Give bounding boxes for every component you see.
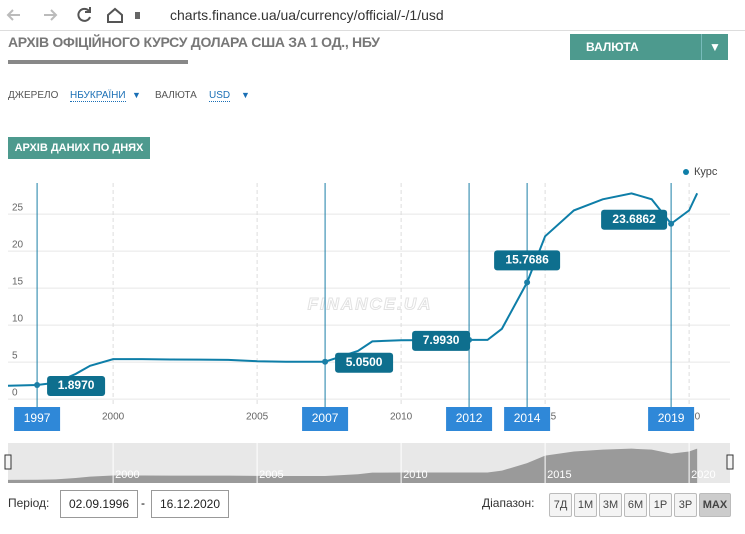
y-tick-label: 10 bbox=[12, 314, 24, 325]
currency-label: ВАЛЮТА bbox=[155, 90, 197, 101]
navigator-area bbox=[8, 448, 698, 483]
value-label-box bbox=[494, 250, 561, 271]
navigator-label: 2010 bbox=[403, 469, 427, 481]
data-point bbox=[668, 220, 675, 227]
flag bbox=[648, 407, 695, 431]
flag-label: 2019 bbox=[658, 411, 685, 425]
source-label: ДЖЕРЕЛО bbox=[8, 90, 59, 101]
value-label: 23.6862 bbox=[612, 212, 656, 226]
navigator-handle bbox=[726, 454, 734, 470]
currency-select[interactable]: USD bbox=[209, 90, 231, 102]
y-tick-label: 25 bbox=[12, 203, 24, 214]
tab[interactable]: АРХІВ ДАНИХ ПО ДНЯХ bbox=[8, 137, 150, 159]
x-tick-label: 2000 bbox=[102, 412, 125, 423]
date-from[interactable]: 02.09.1996 bbox=[60, 490, 138, 518]
date-to[interactable]: 16.12.2020 bbox=[151, 490, 229, 518]
range-button[interactable]: 7Д bbox=[549, 493, 572, 517]
series-line bbox=[7, 192, 699, 387]
legend-label: Курс bbox=[694, 166, 718, 178]
value-label: 5.0500 bbox=[346, 355, 383, 369]
url[interactable]: charts.finance.ua/ua/currency/official/-… bbox=[170, 7, 444, 23]
y-tick-label: 0 bbox=[12, 388, 18, 399]
data-point bbox=[524, 279, 531, 286]
flag-label: 2012 bbox=[456, 411, 483, 425]
navigator-label: 2005 bbox=[259, 469, 283, 481]
value-label-box bbox=[47, 376, 106, 397]
nav-icons bbox=[6, 7, 141, 23]
flag bbox=[302, 407, 349, 431]
range-button[interactable]: MAX bbox=[699, 493, 731, 517]
flag-label: 1997 bbox=[24, 411, 51, 425]
x-tick-label: 2005 bbox=[246, 412, 269, 423]
flag bbox=[14, 407, 61, 431]
value-label-box bbox=[412, 330, 471, 351]
currency-button[interactable]: ВАЛЮТА ▼ bbox=[570, 34, 728, 60]
navigator-label: 2015 bbox=[547, 469, 571, 481]
dash: - bbox=[141, 496, 145, 510]
dropdown-arrow: ▼ bbox=[132, 90, 141, 100]
legend-marker bbox=[683, 169, 689, 175]
value-label: 7.9930 bbox=[423, 333, 460, 347]
legend: Курс bbox=[683, 166, 718, 178]
source-select[interactable]: НБУКРАЇНИ bbox=[70, 90, 126, 102]
value-label-box bbox=[601, 209, 668, 230]
page-title: АРХІВ ОФІЦІЙНОГО КУРСУ ДОЛАРА США ЗА 1 О… bbox=[8, 34, 380, 50]
watermark: FINANCE.UA bbox=[308, 294, 433, 313]
button-label: ВАЛЮТА bbox=[586, 40, 639, 54]
flag-label: 2007 bbox=[312, 411, 339, 425]
range-label: Діапазон: bbox=[482, 496, 535, 510]
navigator-label: 2020 bbox=[691, 469, 715, 481]
range-button[interactable]: 1М bbox=[574, 493, 597, 517]
dropdown-arrow: ▼ bbox=[241, 90, 250, 100]
browser-bar: charts.finance.ua/ua/currency/official/-… bbox=[0, 0, 745, 31]
period-label: Період: bbox=[8, 496, 50, 510]
y-tick-label: 20 bbox=[12, 240, 24, 251]
navigator-handle bbox=[4, 454, 12, 470]
x-tick-label: 2010 bbox=[390, 412, 413, 423]
flag bbox=[504, 407, 551, 431]
flag bbox=[446, 407, 493, 431]
y-tick-label: 5 bbox=[12, 351, 18, 362]
title-underline bbox=[8, 60, 188, 64]
range-button[interactable]: 3Р bbox=[674, 493, 697, 517]
y-tick-label: 15 bbox=[12, 277, 24, 288]
value-label: 15.7686 bbox=[505, 253, 549, 267]
value-label-box bbox=[335, 352, 394, 373]
range-button[interactable]: 6М bbox=[624, 493, 647, 517]
data-point bbox=[322, 358, 329, 365]
value-label: 1.8970 bbox=[58, 378, 95, 392]
dropdown-arrow: ▼ bbox=[701, 34, 728, 60]
flag-label: 2014 bbox=[514, 411, 541, 425]
chart: 0 5 10 15 20 25 2000 2005 2010 2015 2020 FINANCE.UA… bbox=[4, 166, 734, 483]
data-point bbox=[34, 382, 41, 389]
range-button[interactable]: 1Р bbox=[649, 493, 672, 517]
range-button[interactable]: 3М bbox=[599, 493, 622, 517]
navigator-label: 2000 bbox=[115, 469, 139, 481]
